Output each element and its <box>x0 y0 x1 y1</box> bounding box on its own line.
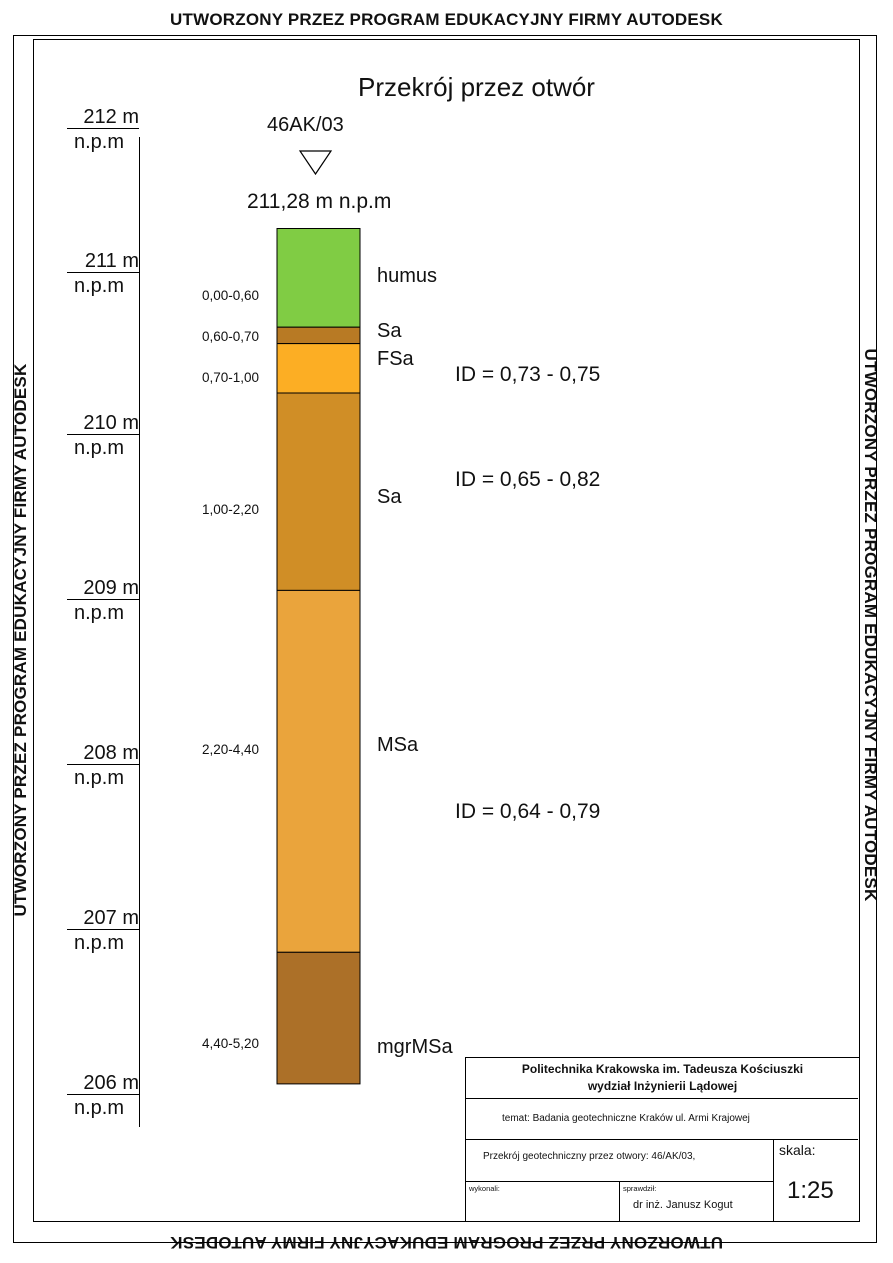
outer-frame <box>13 35 877 1243</box>
borehole-name: 46AK/03 <box>267 114 344 136</box>
faculty-name: wydział Inżynierii Lądowej <box>587 1079 738 1093</box>
layer-depth-label: 0,00-0,60 <box>202 288 260 303</box>
layer-depth-label: 0,60-0,70 <box>202 329 260 344</box>
elevation-label-212: 212 m n.p.m <box>67 106 139 153</box>
elevation-axis-line <box>139 137 140 1127</box>
elevation-label-207: 207 m n.p.m <box>67 907 139 954</box>
layer-soil-label: FSa <box>377 348 414 370</box>
title-block-divider <box>465 1139 858 1140</box>
elevation-label-211: 211 m n.p.m <box>67 250 139 297</box>
borehole-elevation: 211,28 m n.p.m <box>247 190 392 213</box>
soil-layer-msa <box>276 589 361 953</box>
watermark-top: UTWORZONY PRZEZ PROGRAM EDUKACYJNY FIRMY… <box>170 10 723 29</box>
drawing-title: Przekrój przez otwór <box>358 72 595 102</box>
checked-by-label: sprawdził: <box>623 1184 657 1193</box>
density-index-value: ID = 0,65 - 0,82 <box>455 468 601 491</box>
soil-layer-fsa <box>276 343 361 394</box>
layer-depth-label: 4,40-5,20 <box>202 1036 260 1051</box>
soil-layer-humus <box>276 228 361 328</box>
checked-by-name: dr inż. Janusz Kogut <box>633 1199 733 1211</box>
elevation-label-208: 208 m n.p.m <box>67 742 139 789</box>
layer-soil-label: MSa <box>377 734 419 756</box>
layer-depth-label: 1,00-2,20 <box>202 502 260 517</box>
layer-depth-label: 0,70-1,00 <box>202 370 260 385</box>
title-block-divider <box>619 1181 620 1222</box>
density-index-value: ID = 0,64 - 0,79 <box>455 800 601 823</box>
density-index-value: ID = 0,73 - 0,75 <box>455 363 601 386</box>
layer-soil-label: mgrMSa <box>377 1036 453 1058</box>
layer-soil-label: humus <box>377 265 438 287</box>
drawing-description: Przekrój geotechniczny przez otwory: 46/… <box>483 1151 696 1162</box>
scale-value: 1:25 <box>787 1177 834 1204</box>
institution-name: Politechnika Krakowska im. Tadeusza Kośc… <box>521 1062 804 1076</box>
scale-label: skala: <box>779 1142 816 1158</box>
soil-layer-sa-thin <box>276 326 361 345</box>
made-by-label: wykonali: <box>469 1184 500 1193</box>
drawing-frame <box>33 39 860 1222</box>
soil-layer-sa <box>276 392 361 591</box>
soil-layer-mgrmsa <box>276 951 361 1085</box>
elevation-label-209: 209 m n.p.m <box>67 577 139 624</box>
project-topic: temat: Badania geotechniczne Kraków ul. … <box>502 1113 750 1124</box>
elevation-label-206: 206 m n.p.m <box>67 1072 139 1119</box>
title-block-divider <box>465 1098 858 1099</box>
layer-soil-label: Sa <box>377 486 402 508</box>
title-block-divider <box>773 1139 774 1222</box>
borehole-column <box>276 228 361 1085</box>
layer-depth-label: 2,20-4,40 <box>202 742 260 757</box>
layer-soil-label: Sa <box>377 320 402 342</box>
borehole-marker-triangle-icon <box>298 150 333 176</box>
elevation-label-210: 210 m n.p.m <box>67 412 139 459</box>
